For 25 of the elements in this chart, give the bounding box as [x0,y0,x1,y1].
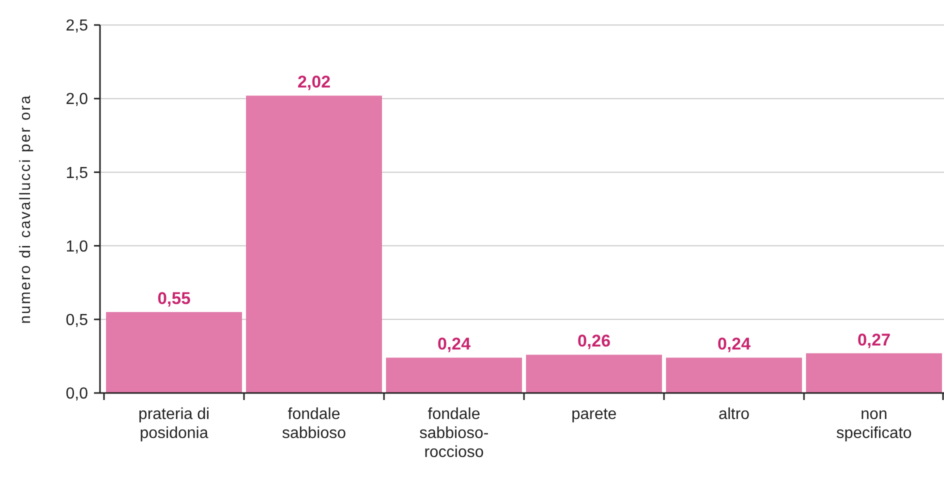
data-label: 0,26 [577,332,611,351]
data-label: 0,24 [437,334,472,354]
y-tick-label: 2,5 [66,18,88,35]
x-tick-label: fondale sabbioso- roccioso [419,406,489,461]
x-tick-label: parete [571,406,617,423]
data-label: 2,02 [297,72,331,92]
x-tick-label: fondale sabbioso [282,406,346,442]
data-label: 0,55 [157,289,191,308]
x-tick-label: non specificato [836,406,912,442]
y-tick-label: 1,0 [66,238,88,256]
bar [106,312,242,393]
y-axis-title: numero di cavallucci per ora [17,94,34,324]
x-tick-label: prateria di posidonia [138,406,210,442]
y-tick-label: 0,0 [66,386,88,403]
bar [526,354,662,393]
bar [666,358,802,393]
y-tick-label: 0,5 [66,312,88,329]
data-label: 0,24 [717,334,752,354]
bar [386,358,522,393]
data-label: 0,27 [857,330,891,350]
bar [246,96,382,393]
x-tick-label: altro [718,406,750,423]
y-tick-label: 1,5 [66,164,88,182]
y-tick-label: 2,0 [66,91,88,108]
bar [806,353,942,393]
